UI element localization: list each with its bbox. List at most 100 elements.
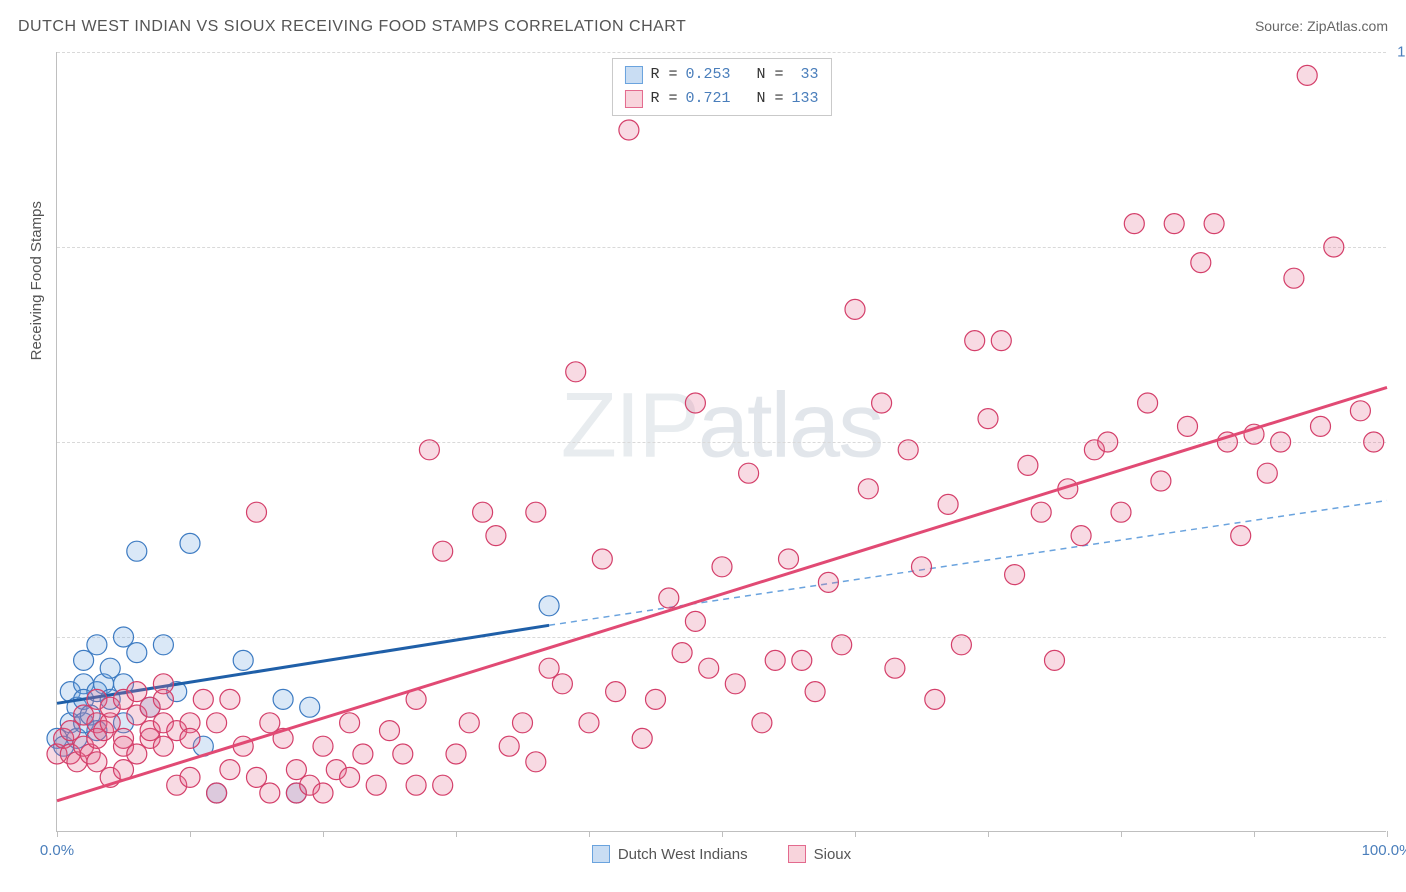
- scatter-point: [832, 635, 852, 655]
- scatter-point: [606, 682, 626, 702]
- scatter-point: [951, 635, 971, 655]
- scatter-point: [260, 783, 280, 803]
- chart-title: DUTCH WEST INDIAN VS SIOUX RECEIVING FOO…: [18, 18, 686, 36]
- scatter-point: [207, 783, 227, 803]
- scatter-point: [419, 440, 439, 460]
- scatter-point: [592, 549, 612, 569]
- scatter-point: [207, 713, 227, 733]
- scatter-point: [446, 744, 466, 764]
- legend-label: Sioux: [814, 846, 852, 863]
- scatter-point: [127, 643, 147, 663]
- scatter-point: [1164, 214, 1184, 234]
- scatter-point: [672, 643, 692, 663]
- scatter-point: [805, 682, 825, 702]
- y-axis-title: Receiving Food Stamps: [28, 201, 45, 360]
- x-tick: [722, 831, 723, 837]
- scatter-point: [1124, 214, 1144, 234]
- scatter-point: [247, 767, 267, 787]
- scatter-point: [127, 541, 147, 561]
- stats-box: R =0.253 N = 33R =0.721 N =133: [611, 58, 831, 116]
- scatter-point: [712, 557, 732, 577]
- scatter-point: [300, 697, 320, 717]
- x-tick: [855, 831, 856, 837]
- scatter-point: [632, 728, 652, 748]
- stats-row: R =0.721 N =133: [624, 87, 818, 111]
- scatter-point: [1297, 65, 1317, 85]
- stats-r-value: 0.721: [685, 87, 730, 111]
- legend-item: Dutch West Indians: [592, 845, 748, 863]
- scatter-point: [685, 611, 705, 631]
- legend-item: Sioux: [788, 845, 852, 863]
- x-tick: [988, 831, 989, 837]
- scatter-point: [978, 409, 998, 429]
- scatter-point: [353, 744, 373, 764]
- trend-line: [57, 387, 1387, 800]
- scatter-point: [1364, 432, 1384, 452]
- scatter-point: [153, 736, 173, 756]
- scatter-point: [340, 713, 360, 733]
- scatter-point: [313, 783, 333, 803]
- scatter-point: [619, 120, 639, 140]
- scatter-point: [313, 736, 333, 756]
- scatter-point: [938, 494, 958, 514]
- x-tick: [1121, 831, 1122, 837]
- scatter-point: [725, 674, 745, 694]
- scatter-point: [872, 393, 892, 413]
- scatter-point: [539, 658, 559, 678]
- scatter-point: [991, 331, 1011, 351]
- scatter-point: [752, 713, 772, 733]
- scatter-point: [433, 775, 453, 795]
- scatter-point: [380, 721, 400, 741]
- scatter-point: [1204, 214, 1224, 234]
- scatter-point: [1257, 463, 1277, 483]
- scatter-point: [220, 760, 240, 780]
- scatter-point: [1284, 268, 1304, 288]
- x-tick: [190, 831, 191, 837]
- scatter-point: [1071, 526, 1091, 546]
- scatter-point: [925, 689, 945, 709]
- scatter-point: [1324, 237, 1344, 257]
- scatter-point: [220, 689, 240, 709]
- scatter-point: [646, 689, 666, 709]
- scatter-point: [1178, 416, 1198, 436]
- scatter-point: [858, 479, 878, 499]
- stats-r-value: 0.253: [685, 63, 730, 87]
- scatter-point: [193, 689, 213, 709]
- scatter-point: [153, 635, 173, 655]
- scatter-point: [818, 572, 838, 592]
- scatter-point: [100, 658, 120, 678]
- stats-n-label: N =: [739, 63, 784, 87]
- scatter-point: [260, 713, 280, 733]
- x-tick: [1254, 831, 1255, 837]
- x-tick: [57, 831, 58, 837]
- scatter-point: [114, 627, 134, 647]
- scatter-point: [273, 689, 293, 709]
- x-tick: [456, 831, 457, 837]
- legend-label: Dutch West Indians: [618, 846, 748, 863]
- stats-n-label: N =: [739, 87, 784, 111]
- scatter-point: [366, 775, 386, 795]
- x-tick: [589, 831, 590, 837]
- scatter-point: [1311, 416, 1331, 436]
- scatter-point: [180, 533, 200, 553]
- legend-swatch-icon: [788, 845, 806, 863]
- scatter-point: [1098, 432, 1118, 452]
- scatter-point: [180, 728, 200, 748]
- scatter-point: [765, 650, 785, 670]
- scatter-point: [739, 463, 759, 483]
- legend-swatch-icon: [592, 845, 610, 863]
- scatter-point: [912, 557, 932, 577]
- x-tick: [323, 831, 324, 837]
- scatter-point: [699, 658, 719, 678]
- scatter-point: [393, 744, 413, 764]
- scatter-point: [965, 331, 985, 351]
- scatter-point: [1111, 502, 1131, 522]
- scatter-point: [74, 650, 94, 670]
- scatter-point: [247, 502, 267, 522]
- scatter-point: [1045, 650, 1065, 670]
- plot-area: ZIPatlas 25.0%50.0%75.0%100.0% 0.0%100.0…: [56, 52, 1386, 832]
- scatter-point: [1031, 502, 1051, 522]
- scatter-point: [1271, 432, 1291, 452]
- scatter-point: [127, 744, 147, 764]
- scatter-point: [486, 526, 506, 546]
